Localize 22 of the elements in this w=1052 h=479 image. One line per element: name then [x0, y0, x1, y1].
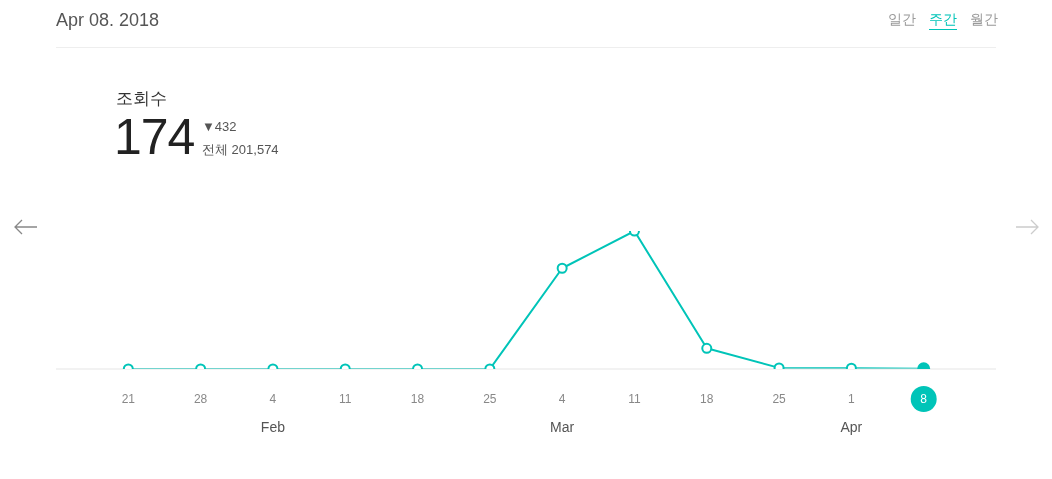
chart-subtitle: 조회수: [116, 88, 167, 110]
point: [556, 262, 568, 274]
text: 주간: [929, 11, 957, 30]
x-tick-label: 18: [410, 392, 425, 406]
x-tick-label: 8: [920, 392, 928, 406]
x-tick-label: 25: [772, 392, 787, 406]
x-tick-label: 18: [700, 392, 714, 406]
text: 174: [114, 108, 195, 166]
text: 일간: [888, 11, 916, 29]
text: 월간: [970, 11, 998, 29]
x-tick-label: 25: [483, 392, 497, 406]
text: ▼432: [202, 119, 237, 134]
x-tick-label: 11: [339, 392, 352, 406]
x-tick-label: 11: [628, 392, 642, 406]
x-tick-label: 4 Feb: [260, 392, 286, 435]
x-tick-label: 28: [193, 392, 208, 406]
text: 전체 201,574: [202, 141, 279, 159]
point: [701, 342, 713, 354]
x-tick-label: 21: [121, 392, 136, 406]
chart-title: Apr 08. 2018: [56, 10, 160, 31]
x-tick-label: 1 Apr: [840, 392, 863, 435]
x-tick-label: 4 Mar: [550, 392, 575, 435]
